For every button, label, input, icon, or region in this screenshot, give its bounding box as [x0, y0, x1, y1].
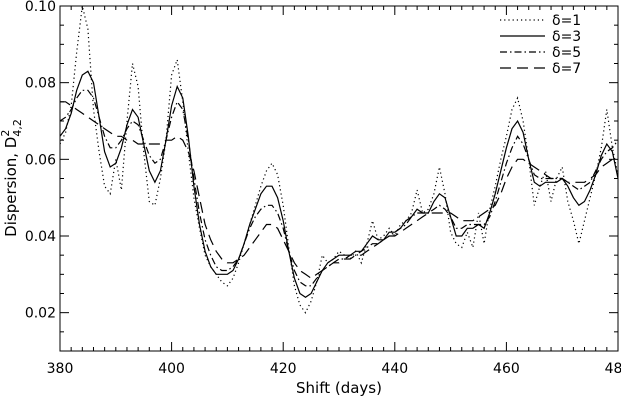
x-tick-label: 400 — [158, 361, 185, 377]
y-axis-label-prefix: Dispersion, D — [2, 137, 20, 237]
plot-frame — [59, 5, 619, 352]
y-axis-label-superscript: 2 — [0, 130, 12, 137]
legend-label: δ=7 — [552, 61, 581, 77]
x-tick-label: 440 — [381, 361, 408, 377]
axis-ticks — [59, 5, 619, 351]
y-tick-label: 0.10 — [25, 0, 56, 15]
legend-label: δ=3 — [552, 29, 581, 45]
y-axis-label-subscript: 4,2 — [11, 119, 24, 137]
axis-tick-labels: 380 400 420 440 460 480 0.02 0.04 0.06 0.08 0.10 — [25, 0, 621, 377]
y-tick-label: 0.06 — [25, 152, 56, 168]
x-axis-label: Shift (days) — [296, 379, 382, 397]
series-line — [60, 70, 618, 299]
x-tick-label: 480 — [605, 361, 621, 377]
y-axis-label: Dispersion, D24,2 — [0, 119, 24, 237]
y-tick-label: 0.02 — [25, 306, 56, 322]
legend-label: δ=1 — [552, 13, 581, 29]
y-axis-label-text: Dispersion, D24,2 — [0, 119, 24, 237]
series-layer — [60, 6, 618, 314]
legend-label: δ=5 — [552, 45, 581, 61]
x-tick-label: 380 — [47, 361, 74, 377]
series-line — [60, 6, 618, 314]
x-tick-label: 420 — [270, 361, 297, 377]
y-tick-label: 0.04 — [25, 229, 56, 245]
series-line — [60, 89, 618, 287]
x-tick-label: 460 — [493, 361, 520, 377]
series-line — [60, 101, 618, 279]
legend: δ=1δ=3δ=5δ=7 — [500, 13, 581, 77]
y-tick-label: 0.08 — [25, 76, 56, 92]
